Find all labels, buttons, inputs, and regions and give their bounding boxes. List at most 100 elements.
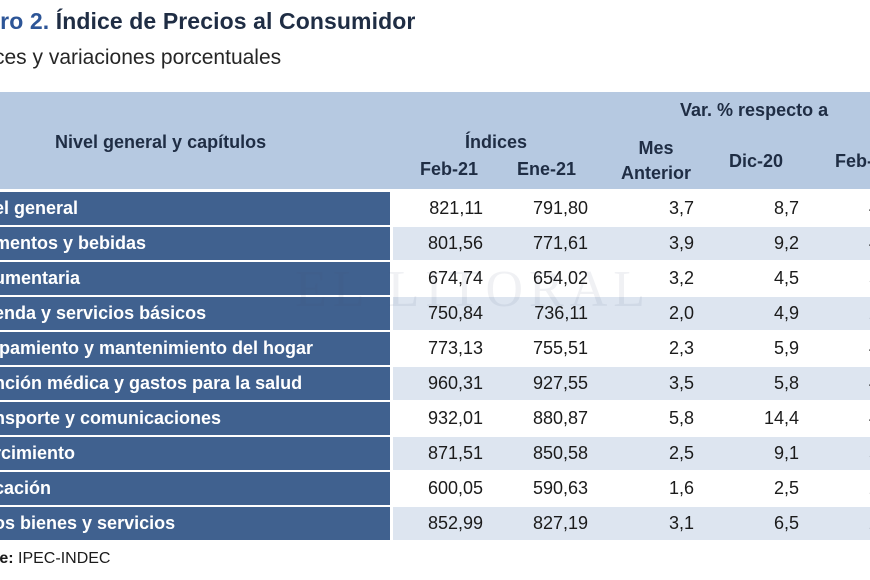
header-mes-anterior: Mes Anterior xyxy=(620,138,691,183)
row-label: rcimiento xyxy=(0,443,76,463)
header-ene21: Ene-21 xyxy=(517,159,577,179)
cell-feb20: 5 xyxy=(801,262,870,295)
cell-dic20: 2,5 xyxy=(773,478,799,498)
cell-mes-anterior: 3,2 xyxy=(668,268,694,288)
cell-ene21: 827,19 xyxy=(532,513,588,533)
cell-background xyxy=(591,192,697,225)
cell-background xyxy=(591,402,697,435)
table-subtitle: ces y variaciones porcentuales xyxy=(0,46,282,69)
cell-background xyxy=(488,297,591,330)
cell-feb21: 871,51 xyxy=(427,443,483,463)
cell-ene21: 927,55 xyxy=(532,373,588,393)
cell-background xyxy=(697,297,801,330)
table-row: os bienes y servicios 852,99 827,19 3,1 6,52 xyxy=(0,507,870,542)
cell-feb20: 4 xyxy=(801,227,870,260)
row-label: nsporte y comunicaciones xyxy=(0,408,222,428)
table-row: cación 600,05 590,63 1,6 2,52 xyxy=(0,472,870,507)
source-label: te: xyxy=(0,550,14,567)
cell-background xyxy=(697,437,801,470)
cell-dic20: 8,7 xyxy=(773,198,799,218)
cell-feb21: 960,31 xyxy=(427,373,483,393)
cell-feb21: 852,99 xyxy=(427,513,483,533)
row-label-cell: ipamiento y mantenimiento del hogar xyxy=(0,332,390,365)
row-divider xyxy=(0,470,870,472)
cell-feb21: 801,56 xyxy=(427,233,483,253)
table-row: enda y servicios básicos 750,84 736,11 2,0 4… xyxy=(0,297,870,332)
row-divider xyxy=(0,225,870,227)
header-var: Var. % respecto a xyxy=(680,100,829,120)
cell-background xyxy=(488,192,591,225)
cell-dic20: 14,4 xyxy=(763,408,799,428)
cell-background xyxy=(393,472,488,505)
cell-mes-anterior: 5,8 xyxy=(668,408,694,428)
cell-background xyxy=(393,332,488,365)
row-label-cell: nción médica y gastos para la salud xyxy=(0,367,390,400)
cell-background xyxy=(801,297,870,330)
cell-background xyxy=(697,332,801,365)
cell-ene21: 791,80 xyxy=(532,198,588,218)
cell-background xyxy=(697,402,801,435)
cell-feb21: 600,05 xyxy=(427,478,483,498)
cell-background xyxy=(801,507,870,540)
table-row: ipamiento y mantenimiento del hogar 773,1… xyxy=(0,332,870,367)
table-title-text: Índice de Precios al Consumidor xyxy=(55,8,416,34)
cell-background xyxy=(801,192,870,225)
cell-background xyxy=(801,262,870,295)
cell-feb20: 2 xyxy=(801,507,870,540)
cell-background xyxy=(697,367,801,400)
cell-ene21: 590,63 xyxy=(532,478,588,498)
header-dic20: Dic-20 xyxy=(729,151,784,171)
row-divider xyxy=(0,295,870,297)
cell-background xyxy=(697,507,801,540)
cell-background xyxy=(393,262,488,295)
cell-background xyxy=(697,472,801,505)
cell-ene21: 654,02 xyxy=(532,268,588,288)
table-row: mentos y bebidas 801,56 771,61 3,9 9,24 xyxy=(0,227,870,262)
table-title: dro 2. Índice de Precios al Consumidor xyxy=(0,8,415,35)
cell-feb20: 5 xyxy=(801,437,870,470)
cell-background xyxy=(801,402,870,435)
table-number: dro 2. xyxy=(0,8,50,34)
row-divider xyxy=(0,505,870,507)
row-divider xyxy=(0,260,870,262)
header-feb20: Feb- xyxy=(835,151,870,171)
cell-mes-anterior: 2,0 xyxy=(668,303,694,323)
row-label: os bienes y servicios xyxy=(0,513,176,533)
watermark: EL LITORAL xyxy=(295,261,652,318)
cell-feb21: 674,74 xyxy=(427,268,483,288)
row-label: cación xyxy=(0,478,52,498)
cell-background xyxy=(488,262,591,295)
cell-background xyxy=(591,437,697,470)
cell-background xyxy=(393,227,488,260)
cell-background xyxy=(697,227,801,260)
cell-dic20: 9,1 xyxy=(773,443,799,463)
table-row: rcimiento 871,51 850,58 2,5 9,15 xyxy=(0,437,870,472)
cell-mes-anterior: 1,6 xyxy=(668,478,694,498)
header-nivel: Nivel general y capítulos xyxy=(55,132,267,152)
cell-background xyxy=(393,192,488,225)
cell-feb21: 750,84 xyxy=(427,303,483,323)
header-divider xyxy=(0,189,870,192)
row-label-cell: os bienes y servicios xyxy=(0,507,390,540)
cell-background xyxy=(591,332,697,365)
cell-background xyxy=(488,367,591,400)
row-divider xyxy=(0,540,870,542)
cell-feb20: 4 xyxy=(801,367,870,400)
cell-background xyxy=(801,437,870,470)
cell-feb20: 2 xyxy=(801,472,870,505)
cell-feb20: 4 xyxy=(801,192,870,225)
row-divider xyxy=(0,330,870,332)
row-label-cell: el general xyxy=(0,192,390,225)
cell-background xyxy=(591,297,697,330)
cell-background xyxy=(488,402,591,435)
cell-ene21: 771,61 xyxy=(532,233,588,253)
cell-feb20: 2 xyxy=(801,297,870,330)
row-label: ipamiento y mantenimiento del hogar xyxy=(0,338,314,358)
table-row: nción médica y gastos para la salud 960,3… xyxy=(0,367,870,402)
cell-dic20: 5,9 xyxy=(773,338,799,358)
cell-background xyxy=(697,192,801,225)
cell-background xyxy=(591,262,697,295)
cell-mes-anterior: 2,5 xyxy=(668,443,694,463)
source-value: IPEC-INDEC xyxy=(18,550,111,567)
cell-background xyxy=(488,437,591,470)
